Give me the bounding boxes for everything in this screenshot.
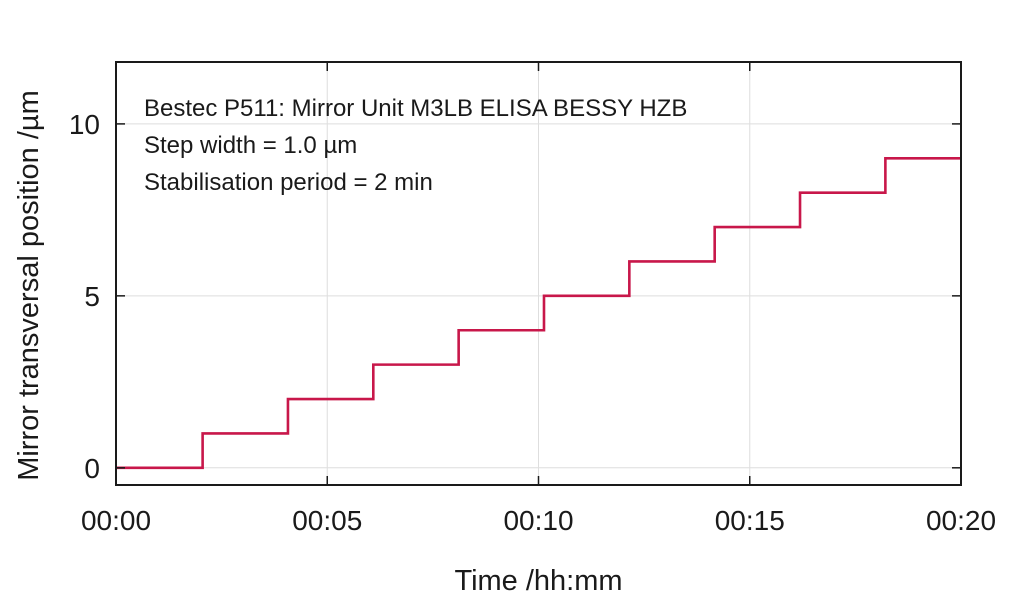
annotations: Bestec P511: Mirror Unit M3LB ELISA BESS… [144, 95, 687, 196]
y-axis-label: Mirror transversal position /µm [13, 90, 45, 481]
x-tick-label: 00:00 [81, 505, 151, 536]
y-tick-label: 10 [69, 109, 100, 140]
ticks: 00:00 00:05 00:10 00:15 00:20 0 5 10 [69, 62, 996, 536]
annotation-line: Step width = 1.0 µm [144, 132, 357, 159]
grid [116, 62, 961, 485]
annotation-line: Bestec P511: Mirror Unit M3LB ELISA BESS… [144, 95, 687, 122]
y-tick-label: 5 [84, 281, 100, 312]
y-tick-label: 0 [84, 453, 100, 484]
series-layer [116, 156, 961, 470]
series-line [116, 156, 961, 470]
x-tick-label: 00:10 [503, 505, 573, 536]
annotation-line: Stabilisation period = 2 min [144, 169, 433, 196]
x-tick-label: 00:15 [715, 505, 785, 536]
x-tick-label: 00:20 [926, 505, 996, 536]
x-tick-label: 00:05 [292, 505, 362, 536]
x-axis-label: Time /hh:mm [454, 565, 622, 597]
